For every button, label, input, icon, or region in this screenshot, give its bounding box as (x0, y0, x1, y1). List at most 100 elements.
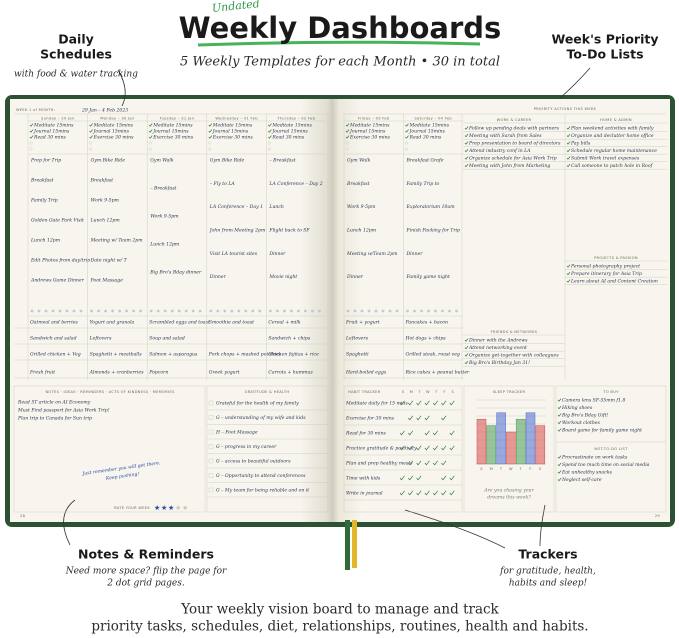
check-icon (405, 129, 409, 133)
event: LA Conference – Day 1 (209, 204, 263, 210)
sleep-bar (506, 431, 516, 465)
event: Dinner (406, 251, 424, 257)
event: Lunch 12pm (90, 218, 121, 224)
water-drop (118, 309, 121, 313)
water-drop (139, 309, 143, 313)
event: Prep for Trip (30, 158, 61, 164)
water-drop (58, 309, 62, 313)
task: Read 30 mins (33, 135, 66, 141)
footer-text: priority tasks, schedules, diet, relatio… (91, 619, 588, 635)
habit-mark (449, 400, 455, 406)
meal: Sandwich and salad (30, 336, 77, 342)
water-drop (170, 309, 174, 313)
check-icon (566, 133, 571, 138)
priority-item: Meeting with Sarah from Sales (468, 133, 542, 139)
check-icon (557, 455, 562, 459)
water-drop (104, 309, 107, 313)
badge: Undated (211, 0, 260, 15)
task: Meditate 15mins (152, 123, 193, 129)
meal: Soup and salad (149, 336, 185, 342)
water-drop (37, 309, 41, 313)
check-icon (464, 163, 469, 168)
task: Journal 15mins (33, 129, 70, 135)
habit-mark (408, 475, 414, 481)
gratitude-item: G – My team for being reliable and on it (216, 488, 309, 494)
water-drop (149, 309, 153, 313)
task: Exercise 30 mins (152, 135, 194, 141)
water-drop (381, 309, 385, 313)
task-bullet (89, 141, 93, 145)
star: ★ (154, 504, 160, 512)
event: Lunch (268, 204, 284, 210)
check-icon (405, 123, 409, 127)
check-icon (208, 129, 213, 133)
meal: Fresh fruit (29, 370, 55, 376)
section-title: GRATITUDE & HEALTH (245, 390, 290, 394)
callout-title: Trackers (518, 547, 577, 562)
check-icon (464, 156, 469, 160)
page-number: 29 (655, 514, 661, 518)
habit-mark (432, 400, 438, 406)
gratitude-item: H – Foot Massage (215, 430, 258, 436)
habit-mark (449, 445, 455, 451)
callout-note: habits and sleep! (509, 579, 588, 589)
habit-mark (441, 475, 447, 481)
day-name: Wednesday – 01 Feb (215, 117, 258, 121)
event: John from Meeting 2pm (209, 228, 266, 234)
priority-item: Meeting with John from Marketing (468, 163, 550, 169)
habit-mark (399, 430, 405, 436)
check-icon (208, 123, 213, 127)
event: Andrews Game Dinner (30, 278, 85, 284)
meal: Rice cakes + peanut butter (405, 370, 471, 376)
habit-mark (441, 415, 447, 421)
caption: Are you chasing your (483, 488, 534, 494)
check-icon (566, 279, 571, 283)
event: – Fly to LA (210, 181, 236, 187)
meal: Hot dogs + chips (405, 336, 447, 342)
checkbox (208, 400, 214, 406)
meal: Sandwich + chips (268, 336, 310, 342)
callout-title: Schedules (40, 47, 112, 62)
checkbox (208, 473, 214, 478)
section-title: NOTES · IDEAS · REMINDERS · ACTS OF KIND… (45, 390, 175, 394)
task-bullet (405, 147, 409, 151)
subtitle: 5 Weekly Templates for each Month • 30 i… (180, 55, 500, 70)
section-title: HABIT TRACKER (348, 390, 381, 394)
note-item: Must Find passport for Asia Work Trip! (17, 408, 110, 414)
task: Journal 15mins (271, 129, 308, 135)
event: Dinner (209, 274, 227, 280)
task-bullet (345, 141, 349, 145)
star: ★ (182, 504, 188, 512)
habit-mark (424, 460, 430, 466)
water-drop (441, 309, 444, 313)
day-name: Monday – 30 Jan (100, 117, 134, 121)
priority-item: Organize and declutter home office (571, 133, 654, 139)
habit-mark (424, 445, 430, 451)
page-number: 28 (20, 514, 26, 518)
check-icon (29, 129, 34, 133)
habit-mark (416, 445, 422, 451)
arrow (539, 504, 546, 547)
water-drop (97, 309, 100, 313)
gratitude-item: G – understanding of my wife and kids (216, 415, 306, 421)
habit-mark (408, 430, 414, 436)
check-icon (268, 135, 272, 139)
event: Dinner (268, 251, 286, 257)
meal: Grilled chicken + Veg (30, 352, 81, 358)
water-drop (223, 309, 227, 313)
event: Breakfast (346, 181, 370, 187)
habit-mark (441, 490, 447, 496)
gratitude-item: G – Opportunity to attend conferences (216, 473, 306, 479)
star: ★ (175, 504, 181, 512)
meal: Chicken fajitas + rice (268, 352, 319, 358)
water-drop (177, 309, 181, 313)
ribbon (345, 520, 350, 570)
section-name: WORK & CAREER (497, 118, 532, 122)
meal: Carrots + hummus (268, 370, 313, 376)
check-icon (148, 135, 153, 139)
event: Family Trip to (406, 181, 440, 187)
check-icon (89, 123, 93, 127)
event: Work 9-5pm (347, 204, 376, 210)
check-icon (464, 338, 469, 342)
habit-mark (416, 400, 422, 406)
